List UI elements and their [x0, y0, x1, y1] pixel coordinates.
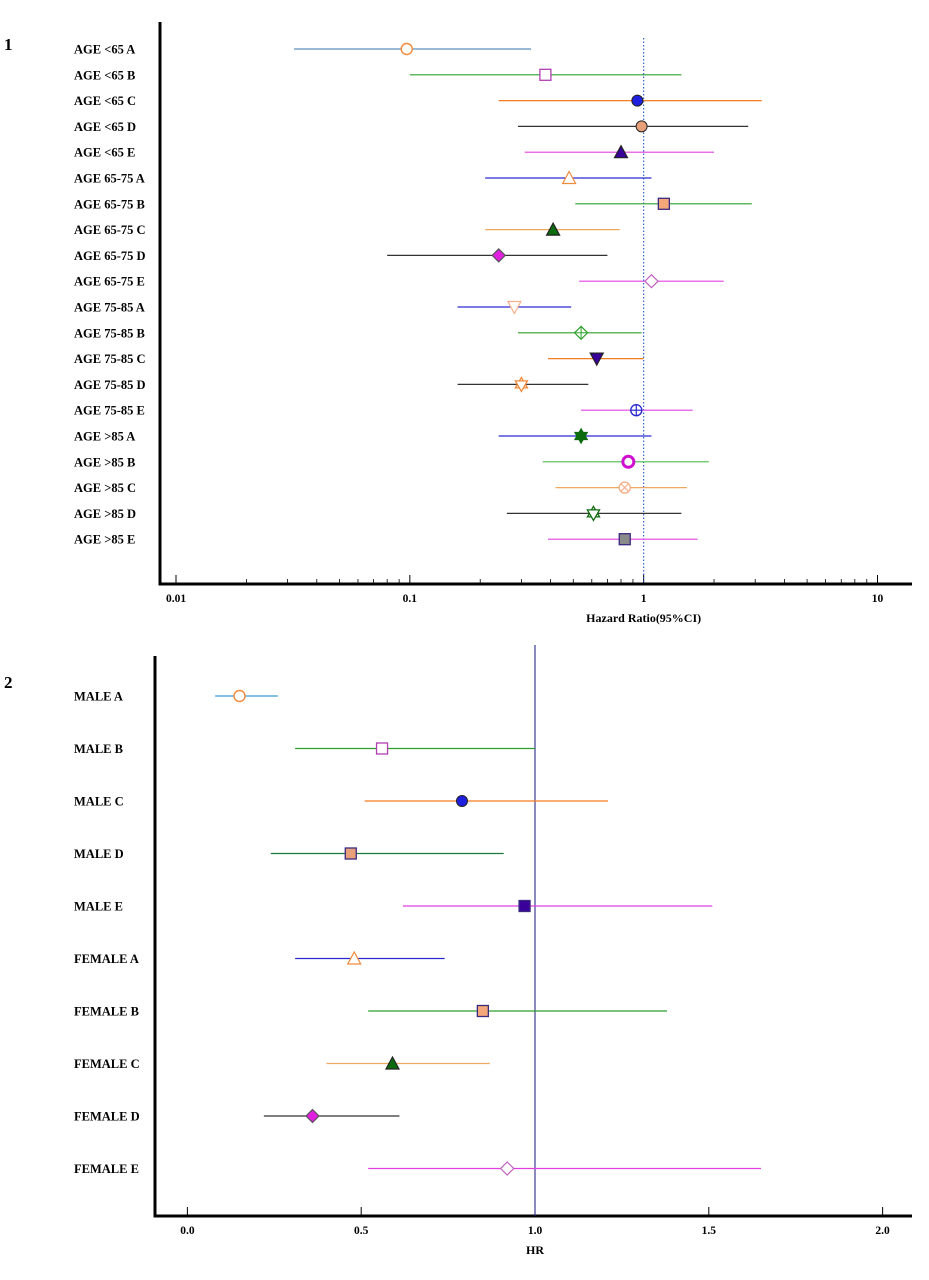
hr-point-marker: [499, 1161, 515, 1176]
row-label: FEMALE A: [74, 952, 139, 966]
panel-number: 1: [4, 35, 13, 54]
forest-row: AGE 75-85 D: [74, 376, 589, 393]
hr-point-marker: [518, 899, 531, 913]
row-label: AGE 75-85 C: [74, 352, 146, 366]
hr-point-marker: [346, 950, 362, 965]
forest-row: FEMALE D: [74, 1108, 400, 1124]
forest-row: FEMALE A: [74, 950, 445, 966]
row-label: MALE C: [74, 795, 124, 809]
row-label: AGE 75-85 D: [74, 378, 146, 392]
forest-row: AGE >85 C: [74, 481, 687, 495]
hr-point-marker: [657, 197, 671, 210]
x-tick-label: 0.01: [166, 593, 186, 605]
forest-row: MALE D: [74, 847, 504, 861]
panel-number: 2: [4, 673, 13, 692]
row-label: AGE 65-75 C: [74, 223, 146, 237]
forest-row: FEMALE B: [74, 1004, 668, 1019]
forest-row: AGE 65-75 E: [74, 273, 724, 289]
hr-point-marker: [545, 221, 561, 236]
hr-point-marker: [400, 42, 413, 56]
forest-row: AGE <65 C: [74, 94, 762, 108]
panel-2-hr-by-sex: 2 0.0 0.5 1.0 1.5 2.0 HR MALE A MALE B MALE C MALE…: [4, 645, 912, 1257]
x-tick-label: 10: [872, 593, 884, 605]
forest-row: AGE 75-85 E: [74, 404, 693, 418]
forest-row: AGE 75-85 A: [74, 300, 572, 315]
row-label: AGE >85 C: [74, 481, 136, 495]
forest-row: FEMALE C: [74, 1055, 490, 1071]
hr-point-marker: [635, 120, 648, 133]
hr-point-marker: [506, 300, 522, 315]
x-axis-title: HR: [526, 1243, 544, 1257]
forest-row: AGE >85 B: [74, 454, 709, 469]
row-label: AGE <65 E: [74, 146, 135, 160]
x-axis-title: Hazard Ratio(95%CI): [586, 611, 701, 625]
forest-row: AGE 65-75 C: [74, 221, 620, 237]
row-label: FEMALE D: [74, 1110, 140, 1124]
row-label: AGE <65 C: [74, 94, 136, 108]
row-label: AGE >85 B: [74, 455, 135, 469]
row-label: FEMALE B: [74, 1005, 139, 1019]
row-label: MALE E: [74, 900, 123, 914]
row-label: AGE 75-85 B: [74, 326, 145, 340]
row-label: MALE D: [74, 847, 124, 861]
x-tick-label: 0.1: [403, 593, 418, 605]
row-label: AGE 65-75 A: [74, 172, 145, 186]
hr-point-marker: [613, 144, 629, 159]
row-label: AGE >85 E: [74, 533, 135, 547]
hr-point-marker: [539, 68, 552, 81]
hr-point-marker: [456, 795, 468, 807]
forest-row: AGE >85 D: [74, 505, 682, 522]
forest-row: AGE >85 E: [74, 533, 698, 547]
row-label: AGE 75-85 E: [74, 404, 145, 418]
hr-point-marker: [233, 689, 246, 703]
hr-point-marker: [384, 1055, 400, 1070]
hr-point-marker: [476, 1004, 490, 1018]
forest-row: MALE A: [74, 690, 278, 704]
forest-row: AGE 65-75 D: [74, 248, 608, 263]
forest-row: AGE 75-85 C: [74, 352, 644, 367]
hr-point-marker: [375, 742, 389, 755]
forest-row: MALE B: [74, 742, 535, 756]
row-label: AGE <65 A: [74, 43, 135, 57]
row-label: AGE 65-75 B: [74, 197, 145, 211]
x-tick-label: 0.0: [180, 1225, 195, 1237]
hr-point-marker: [491, 248, 507, 263]
x-tick-label: 2.0: [875, 1225, 890, 1237]
row-label: FEMALE E: [74, 1162, 139, 1176]
row-label: MALE B: [74, 742, 123, 756]
forest-row: FEMALE E: [74, 1161, 761, 1176]
panel-1-hazard-ratio-by-age: 1 0.01 0.1 1 10 Hazard Ratio(95%CI) AGE <65 A A…: [4, 22, 912, 625]
forest-row: AGE >85 A: [74, 427, 652, 445]
row-label: AGE >85 A: [74, 430, 135, 444]
forest-row: AGE <65 B: [74, 68, 682, 82]
hr-point-marker: [644, 273, 659, 289]
row-label: AGE 65-75 D: [74, 249, 146, 263]
row-label: AGE 75-85 A: [74, 301, 145, 315]
forest-row: AGE <65 D: [74, 120, 749, 134]
forest-row: AGE 65-75 B: [74, 197, 752, 211]
x-tick-label: 1: [641, 593, 647, 605]
hr-point-marker: [589, 352, 605, 367]
hr-point-marker: [344, 847, 357, 860]
row-label: AGE >85 D: [74, 507, 136, 521]
forest-row: MALE E: [74, 899, 713, 914]
row-label: FEMALE C: [74, 1057, 140, 1071]
hr-point-marker: [631, 94, 644, 107]
row-label: AGE <65 B: [74, 68, 135, 82]
x-tick-label: 1.0: [528, 1225, 543, 1237]
hr-point-marker: [561, 170, 577, 185]
forest-row: AGE 65-75 A: [74, 170, 652, 186]
x-tick-label: 0.5: [354, 1225, 369, 1237]
forest-row: AGE 75-85 B: [74, 325, 642, 340]
forest-row: MALE C: [74, 795, 608, 809]
row-label: AGE <65 D: [74, 120, 136, 134]
hr-point-marker: [618, 533, 631, 546]
x-tick-label: 1.5: [702, 1225, 717, 1237]
row-label: AGE 65-75 E: [74, 275, 145, 289]
forest-row: AGE <65 A: [74, 42, 532, 57]
hr-point-marker: [305, 1108, 320, 1124]
row-label: MALE A: [74, 690, 123, 704]
forest-row: AGE <65 E: [74, 144, 715, 160]
